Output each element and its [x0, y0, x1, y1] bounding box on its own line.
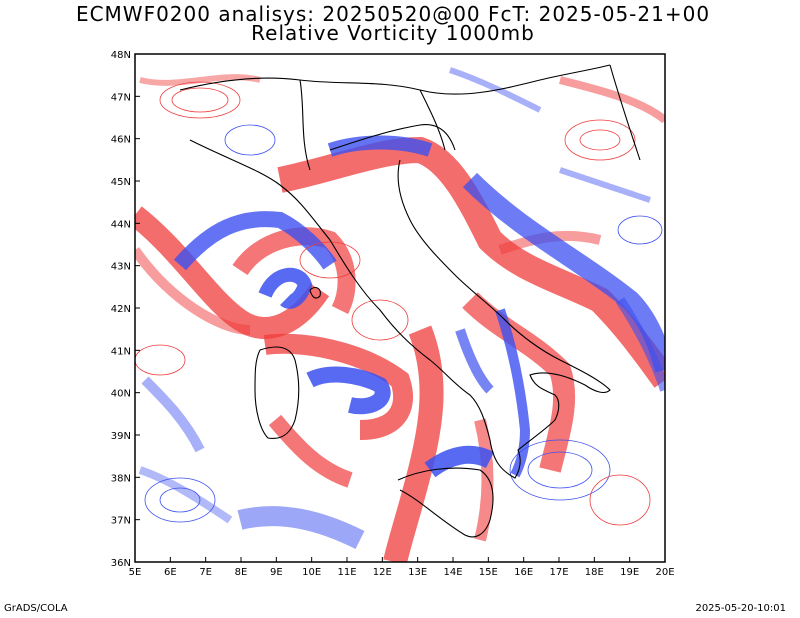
software-credit: GrADS/COLA	[4, 603, 68, 614]
lon-label: 15E	[479, 567, 498, 578]
lon-label: 10E	[302, 567, 321, 578]
negative-vorticity-bands	[138, 67, 665, 549]
lon-label: 17E	[549, 567, 568, 578]
lat-label: 41N	[111, 346, 131, 357]
lon-label: 19E	[620, 567, 639, 578]
lon-label: 12E	[373, 567, 392, 578]
contour-field	[135, 54, 665, 562]
lat-label: 42N	[111, 304, 131, 315]
contour-isolines	[135, 81, 663, 526]
lon-label: 9E	[270, 567, 283, 578]
generation-timestamp: 2025-05-20-10:01	[695, 603, 786, 614]
lat-label: 45N	[111, 177, 131, 188]
latitude-axis: 48N 47N 46N 45N 44N 43N 42N 41N 40N 39N 38N 37N 36N	[111, 50, 140, 569]
coastlines	[179, 64, 641, 538]
lon-label: 6E	[164, 567, 177, 578]
lat-label: 38N	[111, 473, 131, 484]
lon-label: 5E	[129, 567, 142, 578]
lon-label: 20E	[655, 567, 674, 578]
lat-label: 39N	[111, 431, 131, 442]
lat-label: 43N	[111, 262, 131, 273]
lat-label: 44N	[111, 219, 131, 230]
lat-label: 46N	[111, 135, 131, 146]
lat-label: 47N	[111, 92, 131, 103]
lon-label: 18E	[585, 567, 604, 578]
lat-label: 48N	[111, 50, 131, 61]
lat-label: 37N	[111, 516, 131, 527]
longitude-axis: 5E 6E 7E 8E 9E 10E 11E 12E 13E 14E 15E 16E 17E 18E 19E…	[129, 557, 675, 578]
chart-subtitle: Relative Vorticity 1000mb	[251, 21, 535, 45]
lon-label: 11E	[337, 567, 356, 578]
lon-label: 14E	[443, 567, 462, 578]
lon-label: 13E	[408, 567, 427, 578]
lon-label: 7E	[199, 567, 212, 578]
lon-label: 8E	[235, 567, 248, 578]
lat-label: 36N	[111, 558, 131, 569]
chart-title: ECMWF0200 analisys: 20250520@00 FcT: 202…	[75, 2, 711, 26]
lon-label: 16E	[514, 567, 533, 578]
lat-label: 40N	[111, 389, 131, 400]
